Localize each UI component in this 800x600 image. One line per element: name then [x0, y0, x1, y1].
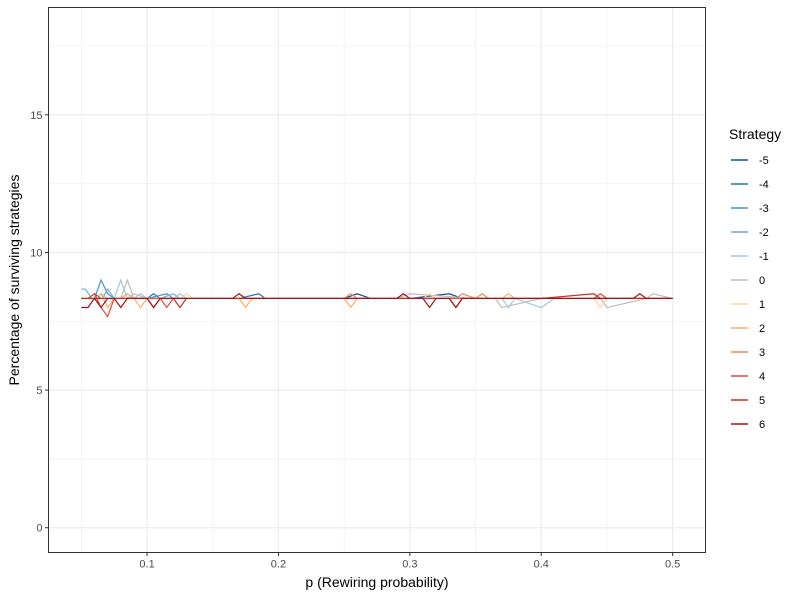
legend: Strategy -5 -4 -3 -2 -1 0 1 2 3 4 5 6 — [729, 126, 781, 431]
legend-label--5: -5 — [759, 155, 769, 167]
y-tick-label: 10 — [30, 247, 42, 259]
legend-title: Strategy — [729, 126, 781, 142]
legend-label--1: -1 — [759, 251, 769, 263]
series-line-2 — [81, 292, 673, 309]
x-tick-label: 0.3 — [402, 559, 417, 571]
legend-label-2: 2 — [759, 323, 765, 335]
legend-label--2: -2 — [759, 227, 769, 239]
x-tick-label: 0.1 — [139, 559, 154, 571]
x-axis: 0.1 0.2 0.3 0.4 0.5 — [139, 552, 680, 571]
major-gridlines — [48, 7, 706, 553]
legend-label-6: 6 — [759, 419, 765, 431]
legend-items: -5 -4 -3 -2 -1 0 1 2 3 4 5 6 — [731, 155, 769, 431]
x-tick-label: 0.2 — [271, 559, 286, 571]
plot-panel-border — [48, 7, 706, 553]
x-tick-label: 0.4 — [534, 559, 549, 571]
legend-label-0: 0 — [759, 275, 765, 287]
legend-label--3: -3 — [759, 203, 769, 215]
series-layer — [81, 278, 673, 318]
series-line-6 — [81, 293, 673, 309]
legend-label-4: 4 — [759, 371, 765, 383]
legend-label-3: 3 — [759, 347, 765, 359]
legend-label-5: 5 — [759, 395, 765, 407]
y-tick-label: 5 — [36, 385, 42, 397]
minor-gridlines — [48, 7, 706, 553]
x-tick-label: 0.5 — [665, 559, 680, 571]
y-tick-label: 15 — [30, 110, 42, 122]
legend-label--4: -4 — [759, 179, 769, 191]
x-axis-title: p (Rewiring probability) — [305, 574, 448, 590]
y-axis-title: Percentage of surviving strategies — [6, 175, 22, 386]
legend-label-1: 1 — [759, 299, 765, 311]
y-axis: 0 5 10 15 — [30, 110, 49, 535]
y-tick-label: 0 — [36, 523, 42, 535]
